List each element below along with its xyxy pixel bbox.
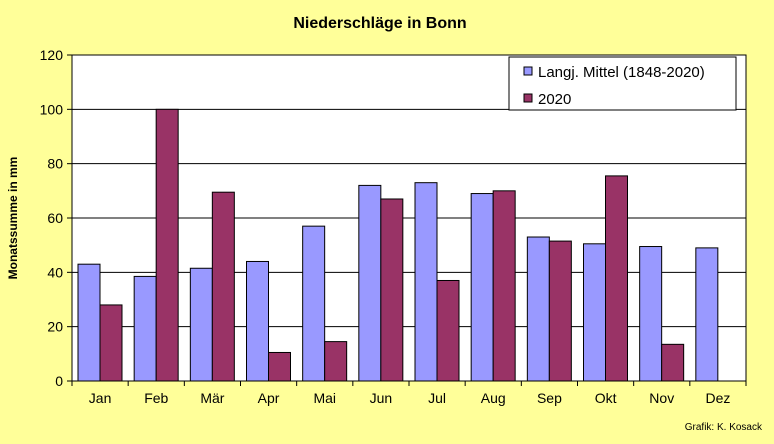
x-tick-label: Okt (595, 390, 617, 406)
legend-swatch-2020 (523, 93, 533, 103)
bar-mittel-jul (414, 182, 438, 382)
bar-mittel-apr (246, 260, 269, 382)
x-tick-label: Jan (89, 390, 112, 406)
bar-2020-mär (211, 191, 235, 382)
bar-mittel-sep (526, 236, 550, 382)
x-tick-label: Feb (144, 390, 168, 406)
bar-2020-sep (548, 240, 572, 382)
bar-2020-okt (605, 175, 628, 382)
y-tick-label: 60 (47, 210, 63, 226)
x-tick-label: Mär (200, 390, 224, 406)
legend-label-langj-mittel: Langj. Mittel (1848-2020) (538, 64, 705, 81)
bar-mittel-mai (302, 225, 326, 382)
x-tick-label: Sep (537, 390, 562, 406)
legend-swatch-langj-mittel (523, 66, 533, 76)
chart-title: Niederschläge in Bonn (293, 15, 466, 32)
bar-2020-mai (324, 341, 348, 382)
x-tick-label: Jul (428, 390, 446, 406)
bar-2020-feb (155, 108, 179, 382)
bar-mittel-jun (358, 184, 382, 382)
bar-mittel-feb (133, 275, 157, 382)
x-tick-label: Nov (649, 390, 674, 406)
bar-mittel-mär (189, 267, 213, 382)
bar-2020-jul (436, 279, 460, 382)
bar-2020-nov (661, 343, 685, 382)
y-tick-label: 120 (40, 47, 64, 63)
bar-2020-jun (380, 198, 404, 382)
legend: Langj. Mittel (1848-2020) 2020 (508, 56, 737, 111)
bar-2020-jan (99, 304, 123, 382)
y-tick-label: 100 (40, 101, 64, 117)
axes: 0 20 40 60 80 100 120 Jan Feb Mär Apr Mai Jun Jul Aug S… (40, 47, 747, 406)
bar-2020-aug (492, 190, 516, 382)
chart-credit: Grafik: K. Kosack (685, 422, 763, 433)
y-tick-label: 20 (47, 319, 63, 335)
x-tick-label: Mai (313, 390, 336, 406)
x-tick-label: Apr (258, 390, 280, 406)
bars (77, 108, 719, 382)
bar-mittel-dez (695, 247, 719, 382)
y-axis-label: Monatssumme in mm (6, 157, 20, 280)
bar-mittel-aug (470, 193, 494, 382)
bar-mittel-nov (639, 246, 663, 382)
bar-mittel-jan (77, 263, 101, 382)
legend-label-2020: 2020 (538, 91, 571, 108)
y-tick-label: 80 (47, 156, 63, 172)
x-tick-label: Jun (370, 390, 393, 406)
y-tick-label: 40 (47, 264, 63, 280)
y-tick-label: 0 (55, 373, 63, 389)
bar-mittel-okt (583, 243, 606, 382)
legend-box (508, 56, 737, 111)
x-tick-label: Aug (481, 390, 506, 406)
bar-2020-apr (268, 351, 291, 382)
x-tick-label: Dez (705, 390, 730, 406)
